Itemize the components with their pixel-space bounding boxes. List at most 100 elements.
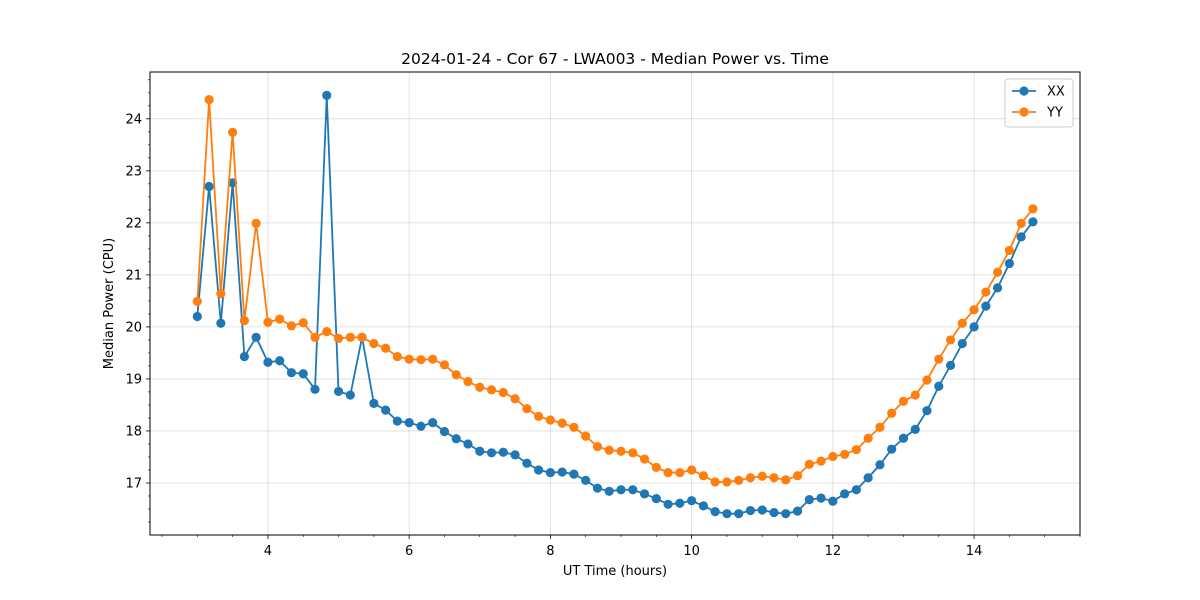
data-point [275, 314, 285, 324]
x-tick-label: 4 [264, 544, 272, 559]
data-point [957, 318, 967, 328]
data-point [675, 467, 685, 478]
data-point [428, 354, 438, 364]
data-point [969, 305, 979, 315]
data-point [522, 403, 532, 414]
data-point [428, 418, 438, 428]
data-point [851, 445, 861, 455]
x-tick-label: 12 [825, 544, 842, 559]
data-point [451, 434, 461, 444]
x-axis: 4 6 8 10 12 14 [161, 535, 1081, 559]
data-point [863, 473, 873, 483]
data-point [804, 459, 814, 469]
y-tick-label: 21 [125, 268, 142, 283]
data-point [934, 354, 944, 364]
data-point [922, 406, 932, 416]
data-point [792, 471, 803, 481]
data-point [251, 332, 261, 342]
data-point [404, 418, 414, 428]
data-point [1016, 232, 1026, 242]
data-point [840, 489, 850, 499]
y-tick-label: 18 [125, 424, 142, 439]
data-point [981, 287, 991, 297]
data-point [710, 477, 720, 487]
chart-title: 2024-01-24 - Cor 67 - LWA003 - Median Po… [401, 50, 829, 68]
data-point [192, 311, 202, 322]
data-point [604, 486, 614, 496]
data-point [416, 421, 426, 431]
grid [150, 72, 1080, 535]
data-point [286, 321, 297, 331]
data-point [663, 499, 673, 509]
data-point [992, 283, 1003, 293]
data-point [298, 369, 308, 379]
data-point [310, 384, 320, 394]
data-point [792, 506, 803, 516]
data-point [816, 493, 826, 503]
x-tick-label: 8 [546, 544, 554, 559]
data-point [451, 370, 461, 380]
data-point [745, 505, 756, 516]
data-point [345, 332, 355, 342]
data-point [616, 446, 626, 456]
y-tick-label: 17 [125, 476, 142, 491]
data-point [228, 127, 238, 137]
data-point [204, 181, 214, 192]
data-point [851, 485, 861, 495]
data-point [545, 415, 555, 425]
data-point [322, 90, 332, 101]
data-point [498, 447, 508, 457]
data-point [757, 505, 767, 515]
data-point [322, 326, 332, 337]
y-tick-label: 20 [125, 320, 142, 335]
data-point [710, 506, 720, 517]
data-point [663, 467, 673, 478]
data-point [639, 454, 650, 464]
data-point [357, 332, 367, 342]
data-point [616, 485, 626, 495]
series-layer [192, 90, 1038, 519]
data-point [981, 301, 991, 311]
data-point [416, 355, 426, 365]
data-point [439, 426, 450, 437]
x-tick-label: 6 [405, 544, 413, 559]
legend: XX YY [1004, 78, 1074, 128]
data-point [816, 456, 826, 466]
data-point [381, 405, 391, 415]
data-point [239, 316, 250, 326]
data-point [251, 218, 261, 228]
legend-entry-xx: XX [1012, 85, 1065, 100]
y-tick-label: 24 [125, 112, 142, 127]
data-point [698, 501, 709, 511]
legend-label: YY [1046, 106, 1063, 121]
data-point [722, 509, 732, 519]
data-point [898, 396, 909, 406]
data-point [840, 449, 850, 459]
data-point [581, 475, 591, 485]
data-point [392, 351, 402, 362]
data-point [510, 450, 520, 460]
data-point [910, 390, 920, 400]
data-point [275, 356, 285, 366]
data-point [475, 446, 485, 456]
data-point [945, 335, 956, 345]
data-point [333, 333, 344, 343]
data-point [239, 351, 250, 362]
data-point [769, 473, 779, 483]
x-tick-label: 14 [966, 544, 983, 559]
data-point [522, 458, 532, 468]
data-point [687, 465, 697, 475]
data-point [934, 381, 944, 391]
data-point [1016, 218, 1026, 228]
data-point [486, 385, 497, 395]
data-point [592, 483, 603, 493]
data-point [1004, 258, 1014, 269]
data-point [1028, 204, 1038, 214]
series-xx [192, 90, 1038, 519]
data-point [781, 509, 791, 519]
data-point [910, 424, 920, 434]
data-point [369, 398, 379, 408]
y-tick-label: 22 [125, 216, 142, 231]
data-point [887, 408, 897, 418]
data-point [533, 465, 544, 475]
